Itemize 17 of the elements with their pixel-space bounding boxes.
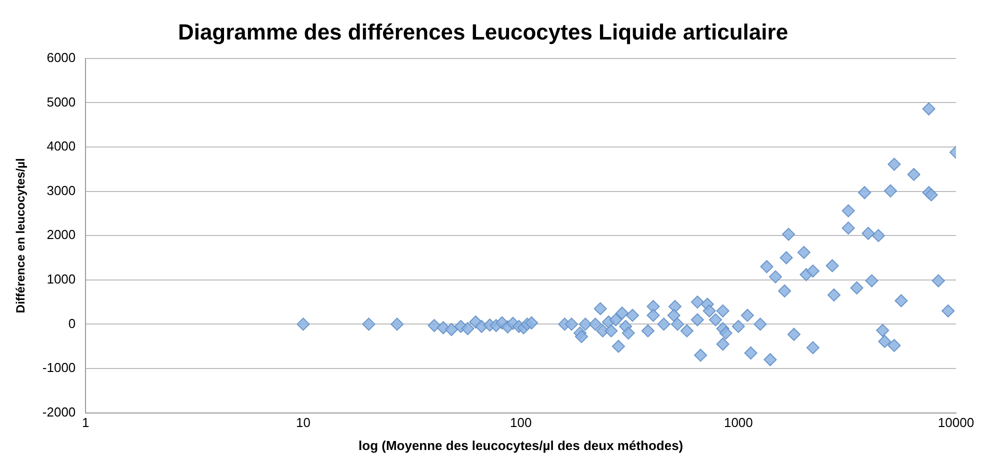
- y-tick-label: 1000: [46, 271, 76, 286]
- x-axis-title: log (Moyenne des leucocytes/µl des deux méthodes): [358, 438, 684, 453]
- y-tick-label: 6000: [46, 50, 76, 65]
- y-tick-label: 4000: [46, 138, 76, 154]
- x-tick-label: 1: [82, 415, 90, 430]
- y-tick-label: 2000: [46, 227, 76, 242]
- y-axis-title: Différence en leucocytes/µl: [14, 158, 28, 314]
- y-tick-label: -2000: [42, 404, 76, 420]
- y-tick-label: 5000: [46, 94, 76, 110]
- x-tick-label: 100: [510, 415, 532, 430]
- x-tick-label: 10000: [938, 415, 974, 430]
- y-tick-label: -1000: [42, 360, 76, 376]
- x-tick-label: 1000: [724, 415, 753, 430]
- y-tick-label: 0: [68, 316, 76, 331]
- x-tick-label: 10: [296, 415, 310, 430]
- y-tick-label: 3000: [46, 182, 76, 198]
- chart-title: Diagramme des différences Leucocytes Liquide articulaire: [178, 19, 788, 44]
